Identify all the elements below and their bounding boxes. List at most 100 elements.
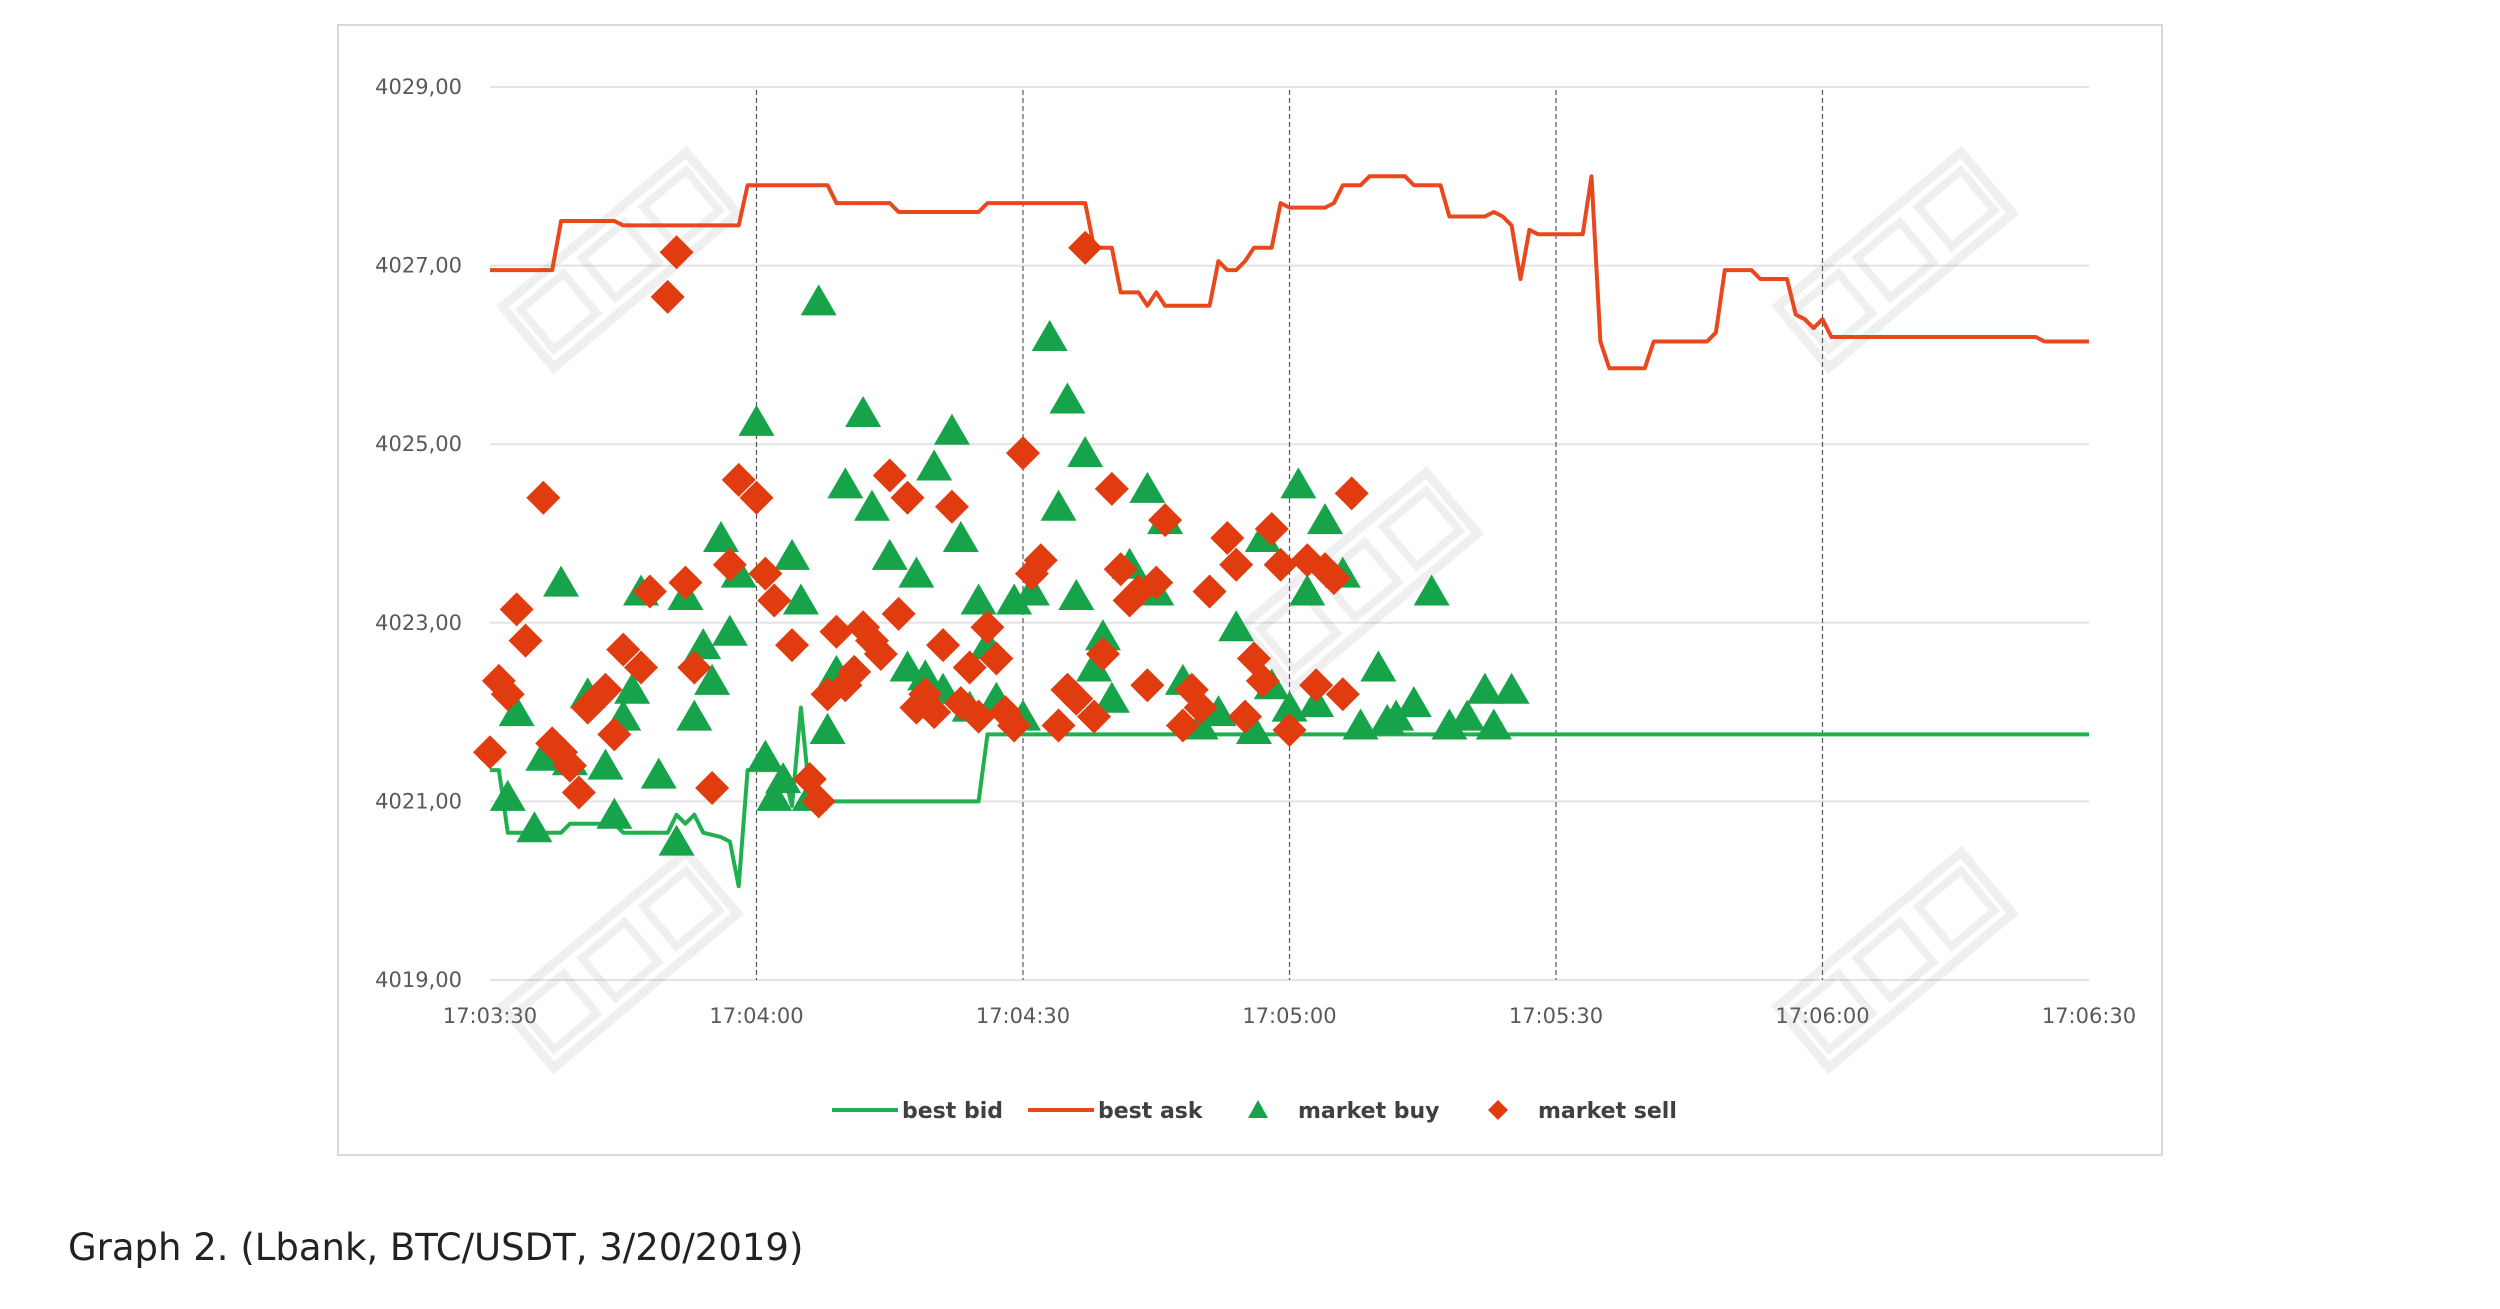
market-buy-point (889, 650, 926, 682)
legend-triangle-swatch (1248, 1100, 1268, 1118)
y-axis: 4029,00 4027,00 4025,00 4023,00 4021,00 4019,… (375, 75, 462, 992)
market-buy-point (489, 779, 526, 811)
market-buy-point (845, 395, 882, 427)
market-sell-point (1254, 512, 1289, 547)
watermark-frame (496, 845, 744, 1075)
market-buy-point (676, 699, 713, 731)
y-tick-label: 4027,00 (375, 254, 462, 278)
market-sell-point (801, 784, 836, 819)
market-sell-point (926, 628, 961, 663)
market-sell-point (1059, 681, 1094, 716)
market-sell-point (819, 614, 854, 649)
market-sell-point (775, 628, 810, 663)
market-buy-point (1067, 436, 1104, 468)
market-sell-point (1077, 699, 1112, 734)
y-tick-label: 4025,00 (375, 432, 462, 456)
market-buy-point (756, 779, 793, 811)
market-sell-point (1130, 668, 1165, 703)
market-sell-point (552, 748, 587, 783)
market-sell-point (499, 592, 534, 627)
market-buy-point (1076, 650, 1113, 682)
watermark-letter (576, 916, 664, 1004)
watermark-layer (496, 145, 2019, 1075)
market-buy-point (1271, 690, 1308, 722)
market-sell-point (668, 565, 703, 600)
market-buy-point (907, 659, 944, 691)
legend-label: market sell (1538, 1099, 1677, 1124)
time-dividers (755, 90, 1824, 980)
market-buy-point (640, 757, 677, 789)
market-sell-point (1148, 503, 1183, 538)
market-sell-point (1334, 476, 1369, 511)
market-sell-point (650, 279, 685, 314)
y-tick-label: 4021,00 (375, 789, 462, 813)
market-sell-point (606, 632, 641, 667)
market-buy-point (800, 284, 837, 316)
market-sell-point (757, 583, 792, 618)
market-sell-point (597, 717, 632, 752)
x-axis: 17:03:30 17:04:00 17:04:30 17:05:00 17:05:30… (443, 1004, 2136, 1028)
market-buy-point (898, 556, 935, 588)
market-sell-point (695, 771, 730, 806)
market-sell-point (721, 462, 756, 497)
market-sell-point (748, 556, 783, 591)
market-sell-point (970, 610, 1005, 645)
legend-label: market buy (1298, 1099, 1440, 1124)
market-buy-point (1466, 672, 1503, 704)
market-sell-point (979, 641, 1014, 676)
x-tick-label: 17:04:00 (709, 1004, 803, 1028)
market-buy-point (1395, 686, 1432, 718)
market-sell-point (1263, 547, 1298, 582)
market-sell-point (526, 480, 561, 515)
market-sell-point (739, 480, 774, 515)
market-buy-point (1031, 320, 1068, 352)
market-buy-point (1431, 708, 1468, 740)
x-tick-label: 17:05:00 (1242, 1004, 1336, 1028)
market-sell-point (1192, 574, 1227, 609)
market-buy-point (871, 538, 908, 570)
market-sell-point (1299, 668, 1334, 703)
market-sell-point (632, 574, 667, 609)
market-sell-point (997, 708, 1032, 743)
watermark-letter (1851, 216, 1939, 304)
market-sell-point (1210, 520, 1245, 555)
x-tick-label: 17:03:30 (443, 1004, 537, 1028)
watermark-letter (576, 216, 664, 304)
market-sell-point (1228, 699, 1263, 734)
market-sell-point (659, 235, 694, 270)
market-sell-point (952, 650, 987, 685)
x-tick-label: 17:05:30 (1509, 1004, 1603, 1028)
market-buy-point (738, 404, 775, 436)
y-tick-label: 4023,00 (375, 611, 462, 635)
market-buy-point (1129, 471, 1166, 503)
market-buy-point (1413, 574, 1450, 606)
watermark-letter (514, 967, 603, 1055)
market-buy-point (1218, 610, 1255, 642)
market-buy-point (1235, 712, 1272, 744)
market-sell-point (1139, 565, 1174, 600)
market-buy-point (1084, 619, 1121, 651)
watermark-logo (1771, 845, 2019, 1075)
watermark-letter (1851, 916, 1939, 1004)
market-buy-point (525, 739, 562, 771)
market-buy-point (809, 712, 846, 744)
watermark-letter (1254, 587, 1343, 675)
watermark-frame (1771, 145, 2019, 375)
watermark-logo (496, 845, 744, 1075)
market-sell-point (934, 489, 969, 524)
market-buy-point (996, 583, 1033, 615)
market-sell-point (1325, 677, 1360, 712)
plot-area (473, 174, 2089, 889)
market-buy-point (711, 614, 748, 646)
watermark-letter (1789, 967, 1878, 1055)
market-sell-point (1006, 436, 1040, 471)
market-buy-point (702, 520, 739, 552)
watermark-logo (1236, 465, 1484, 695)
watermark-letter (1912, 165, 2001, 253)
market-sell-point (1219, 547, 1254, 582)
market-buy-point (1378, 699, 1415, 731)
market-sell-point (863, 637, 898, 672)
market-sell-point (1316, 561, 1351, 596)
x-tick-label: 17:06:00 (1775, 1004, 1869, 1028)
